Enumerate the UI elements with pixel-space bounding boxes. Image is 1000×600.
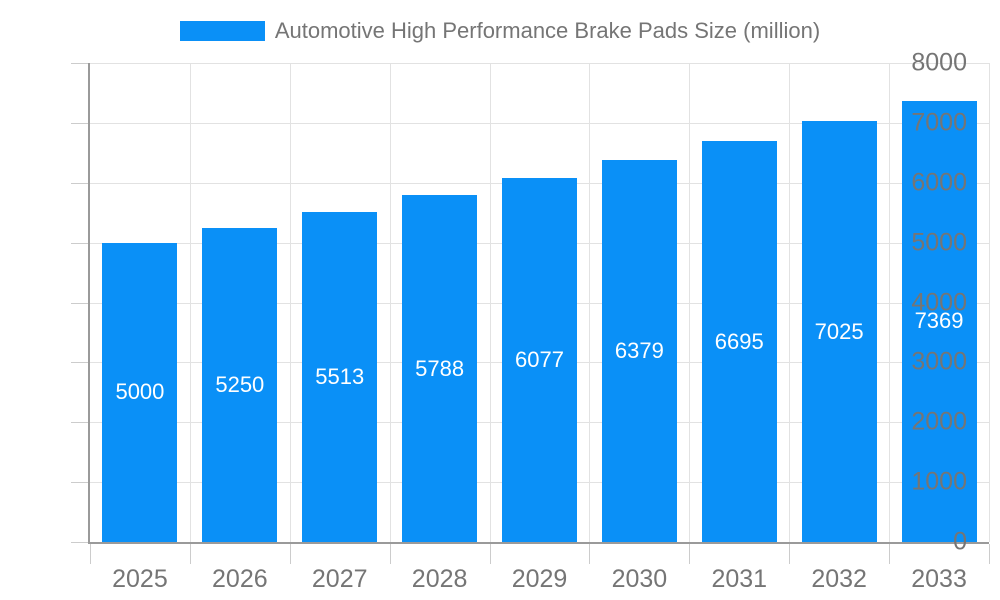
x-tick-label: 2026 <box>212 565 268 593</box>
y-axis-tick <box>71 242 88 244</box>
y-tick-label: 2000 <box>911 407 967 436</box>
v-gridline <box>289 63 291 542</box>
v-gridline <box>489 63 491 542</box>
x-tick-label: 2032 <box>811 565 867 593</box>
x-tick-label: 2033 <box>911 565 967 593</box>
bar-value-label: 5250 <box>215 371 265 397</box>
bar: 7369 <box>901 100 977 542</box>
y-axis-tick <box>71 482 88 484</box>
v-gridline <box>189 63 191 542</box>
y-axis-tick <box>71 63 88 64</box>
bar-value-label: 7025 <box>814 318 864 344</box>
y-tick-label: 5000 <box>911 228 967 257</box>
y-tick-label: 8000 <box>911 48 967 77</box>
y-tick-label: 7000 <box>911 108 967 137</box>
bar-value-label: 7369 <box>914 308 964 334</box>
bar: 5788 <box>402 195 478 542</box>
x-axis-tick <box>90 544 91 564</box>
x-axis-tick <box>589 544 591 564</box>
v-gridline <box>389 63 391 542</box>
h-gridline <box>90 122 989 124</box>
chart-legend[interactable]: Automotive High Performance Brake Pads S… <box>0 16 1000 46</box>
x-axis-tick <box>989 544 990 564</box>
bar-value-label: 5513 <box>315 363 365 389</box>
y-tick-label: 4000 <box>911 288 967 316</box>
bar: 7025 <box>801 121 877 542</box>
x-axis-tick <box>889 544 891 564</box>
v-gridline <box>889 63 891 542</box>
bar: 5250 <box>202 227 278 542</box>
x-axis-tick <box>389 544 391 564</box>
v-gridline <box>689 63 691 542</box>
x-axis-tick <box>689 544 691 564</box>
bar-value-label: 5000 <box>115 379 165 405</box>
x-tick-label: 2028 <box>411 565 468 593</box>
x-tick-label: 2030 <box>611 565 668 593</box>
y-axis-tick <box>71 422 88 424</box>
bar: 6379 <box>601 160 677 542</box>
bar: 6077 <box>502 178 577 542</box>
bar-value-label: 5788 <box>415 355 465 381</box>
x-axis-tick <box>789 544 791 564</box>
v-gridline <box>989 63 990 542</box>
bar: 5513 <box>302 211 378 542</box>
y-axis-tick <box>71 362 88 364</box>
x-tick-label: 2029 <box>511 565 568 593</box>
x-tick-label: 2025 <box>112 565 168 593</box>
plot-area: 5000 5250 5513 5788 6077 6379 6695 7025 7369 0 10… <box>71 49 990 593</box>
y-tick-label: 1000 <box>911 467 967 496</box>
legend-swatch-icon <box>179 21 265 41</box>
y-tick-label: 0 <box>953 527 967 556</box>
bar: 6695 <box>701 141 777 542</box>
h-gridline <box>90 63 989 64</box>
x-axis-tick <box>289 544 291 564</box>
y-axis-tick <box>71 122 88 124</box>
legend-label: Automotive High Performance Brake Pads S… <box>274 18 821 43</box>
y-axis-tick <box>71 542 88 543</box>
y-tick-label: 3000 <box>911 347 967 376</box>
v-gridline <box>789 63 791 542</box>
bar: 5000 <box>102 242 178 542</box>
x-axis-tick <box>189 544 191 564</box>
bar-value-label: 6379 <box>614 338 664 364</box>
bar-value-label: 6695 <box>714 328 764 354</box>
y-axis-tick <box>71 302 88 304</box>
v-gridline <box>589 63 591 542</box>
bar-value-label: 6077 <box>515 347 564 373</box>
x-axis-tick <box>489 544 491 564</box>
y-axis-tick <box>71 182 88 184</box>
x-tick-label: 2027 <box>311 565 368 593</box>
y-tick-label: 6000 <box>911 168 967 197</box>
x-tick-label: 2031 <box>711 565 768 593</box>
